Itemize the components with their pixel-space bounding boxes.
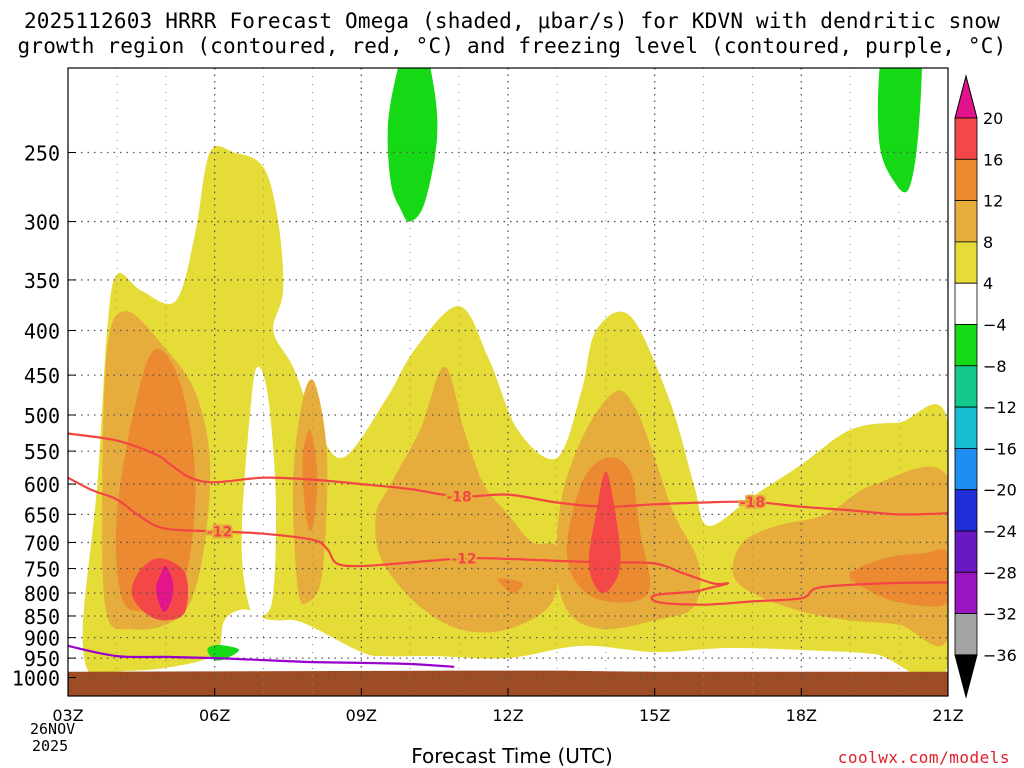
y-tick-label: 600	[24, 473, 60, 497]
colorbar-swatch	[954, 530, 978, 573]
colorbar-label: −8	[983, 357, 1007, 376]
dgz-contour--18	[68, 432, 948, 516]
colorbar-swatch	[954, 613, 978, 656]
omega-region-12-16	[497, 578, 523, 594]
credit-text: coolwx.com/models	[837, 748, 1010, 767]
colorbar-swatch	[954, 365, 978, 408]
x-tick-label: 21Z	[932, 706, 963, 725]
colorbar-label: −20	[983, 481, 1017, 500]
colorbar-label: −36	[983, 646, 1017, 665]
dgz-contour-label: -12	[207, 524, 232, 540]
colorbar-label: 4	[983, 274, 993, 293]
date-line-1: 26NOV	[30, 720, 76, 738]
colorbar-swatch	[954, 447, 978, 491]
y-tick-label: 850	[24, 605, 60, 629]
x-tick-label: 15Z	[639, 706, 670, 725]
omega-region-12-16	[849, 549, 948, 607]
omega-region-8-12	[375, 366, 559, 633]
omega-region-green	[877, 68, 922, 193]
x-axis-title: Forecast Time (UTC)	[411, 744, 613, 768]
colorbar-label: 8	[983, 233, 993, 252]
x-tick-label: 12Z	[492, 706, 523, 725]
colorbar-swatch	[954, 282, 978, 325]
y-tick-label: 400	[24, 320, 60, 344]
dgz-contour--12	[68, 476, 948, 606]
y-tick-label: 1000	[12, 667, 60, 691]
colorbar-swatch	[954, 571, 978, 614]
ground-surface	[68, 670, 948, 696]
colorbar-label: −32	[983, 605, 1017, 624]
y-tick-label: 900	[24, 627, 60, 651]
y-tick-label: 800	[24, 582, 60, 606]
y-tick-label: 450	[24, 364, 60, 388]
y-tick-label: 950	[24, 647, 60, 671]
y-tick-label: 500	[24, 404, 60, 428]
y-tick-label: 350	[24, 269, 60, 293]
colorbar-swatch	[954, 324, 978, 367]
omega-region-12-16	[115, 348, 196, 612]
x-tick-label: 18Z	[786, 706, 817, 725]
colorbar-label: 12	[983, 192, 1003, 211]
x-tick-label: 06Z	[199, 706, 230, 725]
chart-title-line-2: growth region (contoured, red, °C) and f…	[17, 34, 1007, 58]
y-tick-label: 250	[24, 142, 60, 166]
freezing-level-contour	[68, 644, 455, 668]
colorbar-label: −24	[983, 522, 1017, 541]
colorbar-swatch	[954, 406, 978, 449]
y-tick-label: 700	[24, 531, 60, 555]
colorbar-swatch	[954, 241, 978, 284]
y-tick-label: 750	[24, 558, 60, 582]
x-tick-label: 09Z	[346, 706, 377, 725]
colorbar-bottom-arrow	[954, 654, 978, 699]
dgz-contour-label: -18	[740, 495, 765, 511]
colorbar-label: 16	[983, 150, 1003, 169]
plot-area: -18 -18 -12 -12	[68, 68, 948, 696]
dgz-contour-label: -18	[446, 489, 471, 505]
colorbar-swatch	[954, 117, 978, 160]
omega-region-20+	[155, 565, 174, 612]
y-tick-label: 650	[24, 503, 60, 527]
colorbar-label: 20	[983, 109, 1003, 128]
omega-region-green	[387, 68, 438, 222]
colorbar-label: −12	[983, 398, 1017, 417]
omega-region-12-16	[302, 429, 318, 532]
x-tick-label: 03Z	[52, 706, 83, 725]
colorbar-top-arrow	[954, 74, 978, 119]
date-line-2: 2025	[32, 737, 69, 755]
omega-region-green	[207, 644, 240, 661]
dgz-contour-label: -12	[451, 551, 476, 567]
y-tick-label: 300	[24, 211, 60, 235]
omega-gap-region	[241, 366, 277, 621]
chart-title-line-1: 2025112603 HRRR Forecast Omega (shaded, …	[23, 9, 1001, 33]
colorbar-swatch	[954, 200, 978, 243]
colorbar-label: −16	[983, 439, 1017, 458]
colorbar-swatch	[954, 489, 978, 532]
y-tick-label: 550	[24, 440, 60, 464]
colorbar-label: −4	[983, 316, 1007, 335]
colorbar-swatch	[954, 158, 978, 202]
colorbar-label: −28	[983, 563, 1017, 582]
